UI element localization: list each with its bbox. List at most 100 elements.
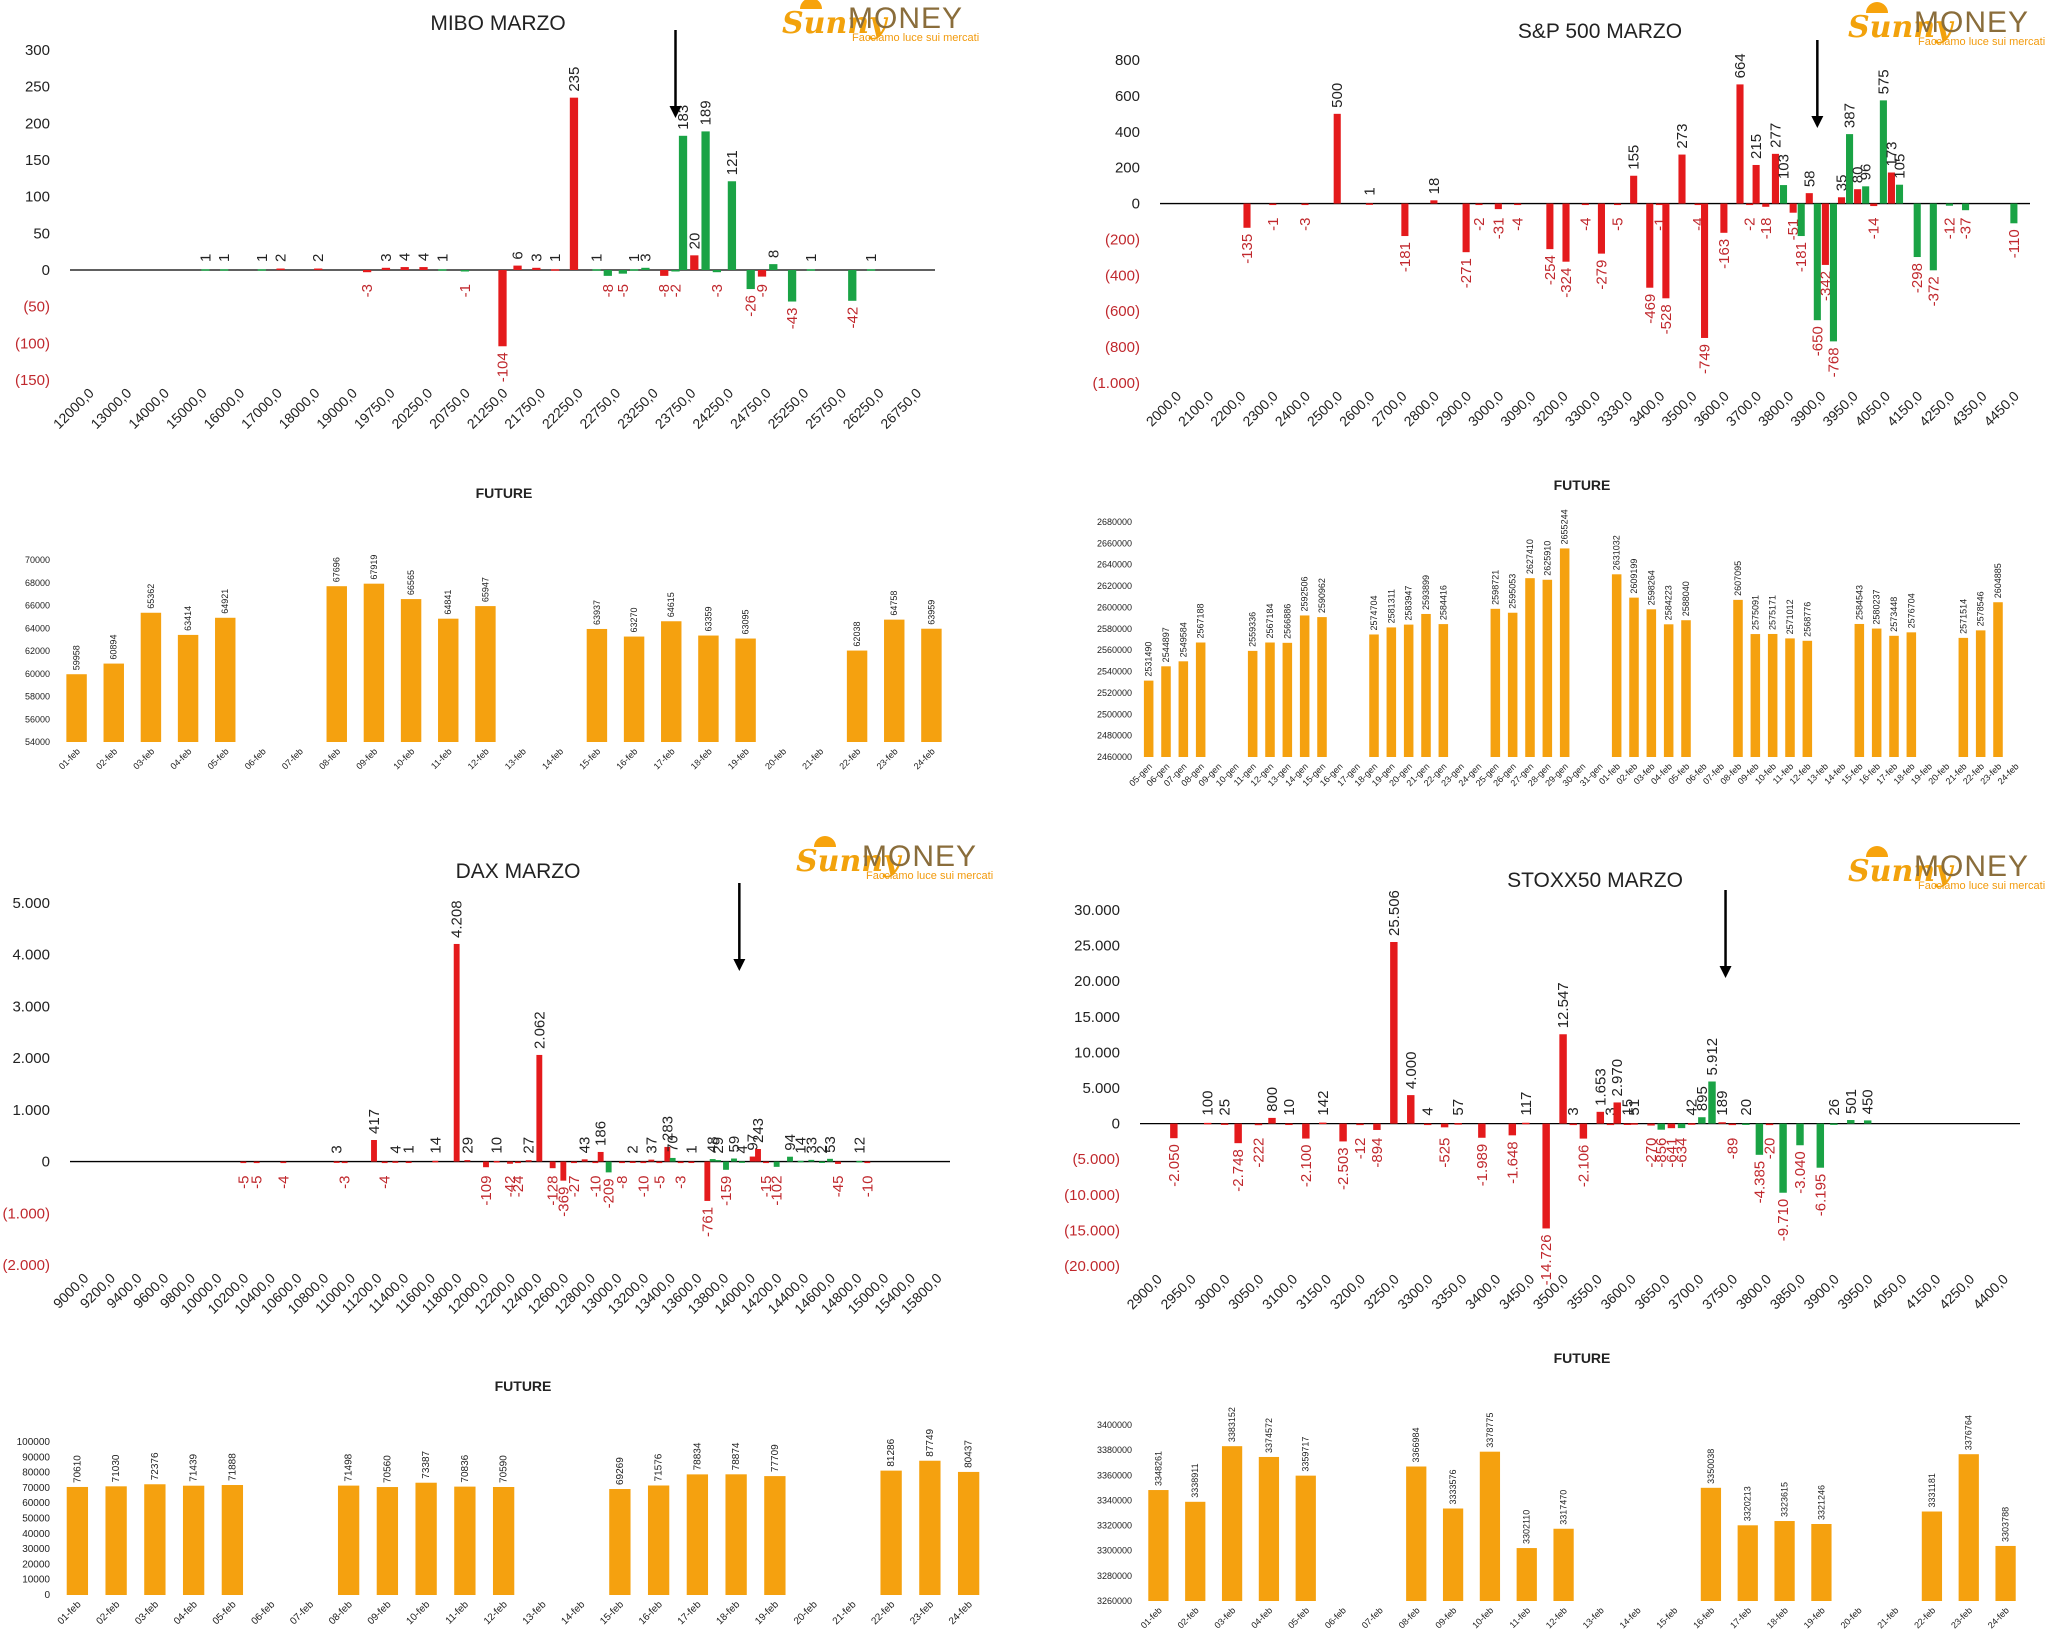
call-bar bbox=[848, 270, 857, 301]
put-bar bbox=[240, 1161, 247, 1164]
put-bar bbox=[619, 1161, 625, 1164]
put-bar bbox=[581, 1159, 588, 1162]
x-tick-label: 4250,0 bbox=[1936, 1271, 1978, 1313]
data-label: 70 bbox=[665, 1135, 682, 1152]
data-label: 6 bbox=[510, 251, 527, 259]
call-bar bbox=[678, 135, 688, 270]
chart-title: STOXX50 MARZO bbox=[1507, 869, 1683, 892]
data-label: 3320213 bbox=[1743, 1486, 1753, 1521]
future-bar bbox=[1403, 624, 1414, 757]
future-bar bbox=[880, 1470, 902, 1595]
call-bar bbox=[773, 1161, 780, 1167]
data-label: -528 bbox=[1658, 304, 1675, 334]
put-bar bbox=[1522, 1122, 1530, 1125]
data-label: -5 bbox=[235, 1176, 252, 1189]
data-label: -298 bbox=[1909, 263, 1926, 293]
call-bar bbox=[1962, 203, 1970, 211]
future-bar bbox=[1221, 1446, 1243, 1601]
sun-icon bbox=[1866, 846, 1888, 857]
future-bar bbox=[1185, 1501, 1206, 1601]
put-bar bbox=[1662, 203, 1670, 299]
put-bar bbox=[551, 269, 560, 271]
data-label: 25.506 bbox=[1386, 890, 1403, 936]
data-label: -641 bbox=[1663, 1138, 1680, 1168]
data-label: 243 bbox=[750, 1118, 767, 1143]
y-tick-label: 0 bbox=[1132, 196, 1140, 213]
arrow-head-icon bbox=[1811, 116, 1824, 128]
x-tick-label: 12000,0 bbox=[50, 385, 97, 432]
x-tick-label: 11-feb bbox=[429, 746, 454, 771]
x-tick-label: 02-feb bbox=[94, 1599, 122, 1627]
data-label: -104 bbox=[495, 352, 512, 382]
put-bar bbox=[1234, 1123, 1242, 1144]
put-bar bbox=[1356, 1123, 1364, 1126]
data-label: 51 bbox=[1626, 1099, 1643, 1116]
data-label: -2.100 bbox=[1298, 1145, 1315, 1188]
x-tick-label: 12-feb bbox=[466, 746, 491, 771]
y-tick-label: 2620000 bbox=[1097, 581, 1132, 591]
call-bar bbox=[1913, 203, 1921, 258]
data-label: 2631032 bbox=[1612, 535, 1622, 570]
data-label: 14 bbox=[427, 1137, 444, 1154]
call-bar bbox=[1796, 1123, 1804, 1146]
put-bar bbox=[688, 1161, 695, 1164]
call-bar bbox=[1945, 203, 1953, 206]
put-bar bbox=[1771, 153, 1779, 204]
put-bar bbox=[1746, 203, 1754, 206]
x-tick-label: 26250,0 bbox=[840, 385, 887, 432]
future-bar bbox=[1871, 628, 1882, 757]
data-label: -768 bbox=[1825, 347, 1842, 377]
x-tick-label: 19750,0 bbox=[351, 385, 398, 432]
logo-word-sunny: Sunny bbox=[1848, 854, 1953, 889]
x-tick-label: 16-feb bbox=[614, 746, 639, 771]
x-tick-label: 08-feb bbox=[1397, 1605, 1422, 1630]
future-bar bbox=[623, 636, 645, 742]
y-tick-label: 2660000 bbox=[1097, 538, 1132, 548]
data-label: 2559336 bbox=[1248, 612, 1258, 647]
sunny-money-logo: Sunny MONEY Facciamo luce sui mercati bbox=[1848, 846, 2045, 894]
put-bar bbox=[1494, 203, 1502, 210]
x-tick-label: 3650,0 bbox=[1631, 1271, 1673, 1313]
future-bar bbox=[475, 606, 496, 742]
future-bar bbox=[1258, 1456, 1280, 1601]
y-tick-label: 2540000 bbox=[1097, 667, 1132, 677]
data-label: 42 bbox=[1684, 1099, 1701, 1116]
data-label: -3 bbox=[337, 1176, 354, 1189]
x-tick-label: 21-feb bbox=[800, 746, 825, 771]
future-bar bbox=[1811, 1524, 1832, 1601]
data-label: 12 bbox=[851, 1137, 868, 1154]
x-tick-label: 4050,0 bbox=[1868, 1271, 1910, 1313]
data-label: 500 bbox=[1329, 83, 1346, 108]
y-tick-label: 150 bbox=[25, 152, 50, 169]
data-label: 71498 bbox=[344, 1453, 355, 1481]
future-bar bbox=[1854, 623, 1865, 757]
y-tick-label: 66000 bbox=[25, 601, 50, 611]
future-bar bbox=[66, 674, 87, 742]
put-bar bbox=[1579, 1123, 1588, 1139]
data-label: -45 bbox=[830, 1176, 847, 1198]
data-label: 2575091 bbox=[1750, 595, 1760, 630]
put-bar bbox=[1319, 1122, 1327, 1125]
call-bar bbox=[1846, 134, 1854, 204]
x-tick-label: 3400,0 bbox=[1626, 388, 1668, 430]
x-tick-label: 15-feb bbox=[577, 746, 602, 771]
data-label: 186 bbox=[593, 1121, 610, 1146]
put-bar bbox=[677, 1161, 684, 1164]
put-bar bbox=[507, 1161, 513, 1164]
y-tick-label: 25.000 bbox=[1074, 938, 1120, 955]
put-bar bbox=[1647, 1123, 1655, 1126]
call-bar bbox=[1755, 1123, 1764, 1155]
data-label: 43 bbox=[577, 1137, 594, 1154]
data-label: 12.547 bbox=[1555, 982, 1572, 1028]
data-label: 3317470 bbox=[1559, 1490, 1569, 1525]
data-label: 2.062 bbox=[531, 1011, 548, 1049]
data-label: 2583947 bbox=[1404, 586, 1414, 621]
put-bar bbox=[333, 1161, 340, 1163]
data-label: -12 bbox=[1941, 218, 1958, 240]
data-label: 2531490 bbox=[1144, 642, 1154, 677]
arrow-head-icon bbox=[733, 959, 746, 971]
x-tick-label: 3350,0 bbox=[1428, 1271, 1470, 1313]
future-bar bbox=[1774, 1521, 1795, 1601]
data-label: 69269 bbox=[615, 1457, 626, 1485]
x-tick-label: 01-feb bbox=[1139, 1605, 1164, 1630]
